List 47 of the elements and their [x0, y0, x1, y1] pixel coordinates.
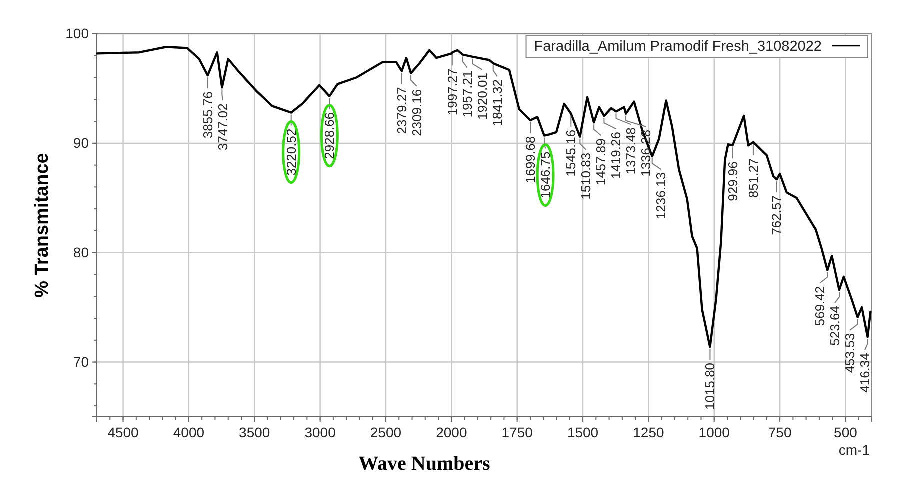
annotation: 2928.66 [322, 112, 338, 160]
x-tick-label: 2500 [370, 424, 402, 441]
x-tick-label: 1000 [698, 424, 730, 441]
annotation: 2379.27 [394, 87, 410, 134]
annotation: 2309.16 [409, 89, 424, 136]
y-tick-label: 90 [73, 134, 90, 151]
x-tick-label: 3000 [304, 424, 336, 441]
annotation: 416.34 [858, 353, 872, 393]
annotation: 1457.89 [594, 138, 609, 186]
annotation: 1699.68 [523, 136, 538, 184]
legend-label: Faradilla_Amilum Pramodif Fresh_31082022 [534, 39, 822, 55]
x-tick-label: 1750 [502, 424, 534, 441]
annotation: 1236.13 [654, 172, 669, 220]
x-tick-label: 750 [768, 424, 792, 441]
x-tick-label: 4000 [173, 424, 205, 441]
x-tick-label: 1250 [633, 424, 664, 441]
annotation: 569.42 [812, 286, 828, 326]
annotation: 1920.01 [474, 72, 490, 120]
annotation: 1419.26 [608, 132, 624, 180]
annotation: 1841.32 [490, 80, 505, 127]
annotation: 1997.27 [444, 68, 460, 116]
x-tick-label: 4500 [108, 424, 140, 441]
annotation: 3855.76 [200, 92, 216, 139]
annotation: 453.53 [842, 333, 858, 374]
annotation: 929.96 [725, 162, 740, 202]
annotation: 1646.75 [538, 152, 554, 199]
annotation: 1015.80 [702, 362, 718, 410]
y-tick-label: 80 [73, 244, 90, 260]
y-axis-title: % Transmitance [32, 153, 53, 298]
annotation: 1545.16 [564, 130, 579, 177]
x-axis-title: Wave Numbers [358, 453, 491, 475]
x-tick-label: 2000 [436, 424, 468, 441]
annotation: 1957.21 [460, 70, 475, 118]
annotation: 851.27 [746, 158, 761, 198]
y-tick-label: 70 [73, 354, 90, 370]
text: cm-1 [838, 442, 870, 458]
annotation: 3747.02 [215, 104, 230, 151]
annotation: 3220.52 [284, 128, 299, 176]
y-tick-label: 100 [66, 25, 90, 42]
x-tick-label: 500 [834, 424, 858, 441]
annotation: 1336.28 [638, 130, 654, 177]
x-tick-label: 1500 [567, 424, 599, 441]
x-tick-label: 3500 [239, 424, 270, 441]
annotation: 1510.83 [578, 152, 594, 200]
annotation: 762.57 [769, 196, 784, 236]
annotation: 523.64 [828, 306, 842, 346]
annotation: 1373.48 [624, 128, 639, 175]
